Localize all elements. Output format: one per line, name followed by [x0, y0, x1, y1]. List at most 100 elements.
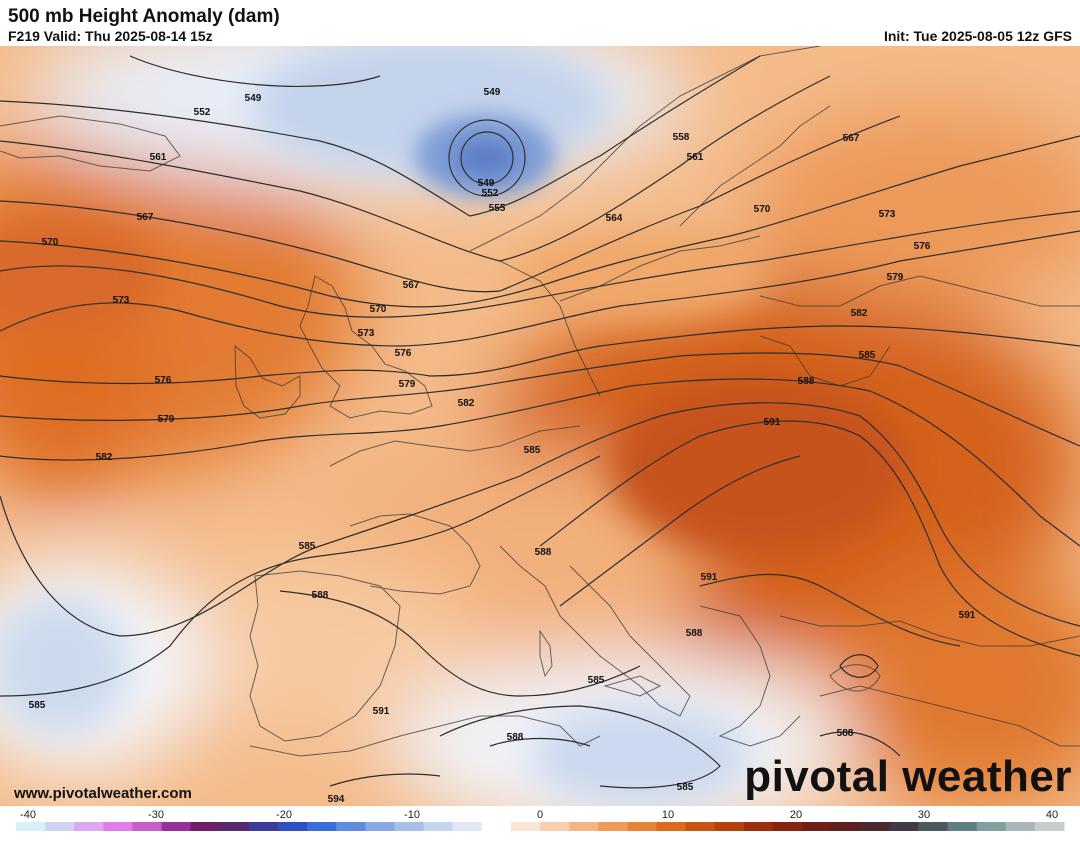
colorbar-swatch: [45, 822, 75, 831]
colorbar-swatch: [598, 822, 628, 831]
contour-label: 591: [701, 572, 718, 583]
colorbar-tick-label: 0: [537, 809, 543, 821]
colorbar-swatch: [976, 822, 1007, 831]
contour-label: 573: [358, 328, 375, 339]
colorbar-swatch: [802, 822, 832, 831]
contour-label: 576: [395, 348, 412, 359]
contour-label: 588: [312, 590, 329, 601]
contour-label: 588: [686, 628, 703, 639]
contour-label: 579: [399, 379, 416, 390]
colorbar-swatch: [481, 822, 512, 831]
contour-label: 552: [194, 107, 211, 118]
contour-label: 567: [403, 280, 420, 291]
colorbar-swatch: [132, 822, 163, 831]
colorbar-swatch: [918, 822, 949, 831]
colorbar-swatch: [772, 822, 803, 831]
colorbar-tick-label: -10: [404, 809, 420, 821]
colorbar-swatches: [16, 822, 1065, 831]
init-time-label: Init: Tue 2025-08-05 12z GFS: [883, 28, 1072, 44]
colorbar-swatch: [743, 822, 774, 831]
contour-label: 573: [879, 209, 896, 220]
contour-label: 567: [137, 212, 154, 223]
colorbar-swatch: [394, 822, 425, 831]
coastlines: [0, 46, 1080, 757]
contour-label: 558: [673, 132, 690, 143]
contour-label: 579: [887, 272, 904, 283]
contour-label: 561: [687, 152, 704, 163]
colorbar-swatch: [569, 822, 599, 831]
colorbar-swatch: [714, 822, 745, 831]
contour-label: 591: [373, 706, 390, 717]
colorbar-swatch: [278, 822, 308, 831]
colorbar-tick-labels: -40 -30 -20 -10 0 10 20 30 40: [20, 809, 1058, 821]
contour-label: 582: [458, 398, 475, 409]
colorbar-swatch: [540, 822, 570, 831]
contour-label: 585: [859, 350, 876, 361]
contour-label: 585: [29, 700, 46, 711]
height-contours: [0, 55, 1080, 789]
colorbar-swatch: [423, 822, 454, 831]
colorbar-swatch: [219, 822, 250, 831]
contour-label: 573: [113, 295, 130, 306]
contour-label: 582: [96, 452, 113, 463]
contour-label: 579: [158, 414, 175, 425]
colorbar-swatch: [947, 822, 978, 831]
colorbar-tick-label: -40: [20, 809, 36, 821]
colorbar-tick-label: -30: [148, 809, 164, 821]
colorbar-tick-label: 30: [918, 809, 930, 821]
colorbar-tick-label: 20: [790, 809, 802, 821]
colorbar-swatch: [685, 822, 716, 831]
colorbar-tick-label: -20: [276, 809, 292, 821]
contour-label: 570: [754, 204, 771, 215]
colorbar-swatch: [103, 822, 133, 831]
colorbar-tick-label: 40: [1046, 809, 1058, 821]
contour-label: 588: [535, 547, 552, 558]
colorbar-swatch: [307, 822, 337, 831]
map-title: 500 mb Height Anomaly (dam): [8, 6, 280, 27]
contour-label: 591: [764, 417, 781, 428]
colorbar-swatch: [452, 822, 483, 831]
colorbar: -40 -30 -20 -10 0 10 20 30 40: [16, 809, 1065, 831]
colorbar-swatch: [656, 822, 687, 831]
colorbar-swatch: [889, 822, 919, 831]
contour-label: 570: [42, 237, 59, 248]
colorbar-swatch: [248, 822, 279, 831]
colorbar-swatch: [1034, 822, 1065, 831]
colorbar-swatch: [365, 822, 395, 831]
website-url: www.pivotalweather.com: [14, 785, 192, 802]
contour-label: 576: [155, 375, 172, 386]
contour-label: 576: [914, 241, 931, 252]
contour-labels: 549 549 549 552 552 555 558 561 561 564 …: [29, 87, 976, 805]
anomaly-map: 549 549 549 552 552 555 558 561 561 564 …: [0, 46, 1080, 806]
contour-label: 591: [959, 610, 976, 621]
contour-label: 585: [524, 445, 541, 456]
colorbar-swatch: [831, 822, 861, 831]
contour-label: 588: [507, 732, 524, 743]
contour-label: 588: [798, 376, 815, 387]
colorbar-swatch: [336, 822, 366, 831]
contour-label: 585: [677, 782, 694, 793]
colorbar-swatch: [510, 822, 541, 831]
colorbar-swatch: [74, 822, 104, 831]
colorbar-swatch: [1005, 822, 1036, 831]
brand-logo: pivotal weather: [744, 752, 1072, 801]
contour-label: 588: [837, 728, 854, 739]
valid-time-label: F219 Valid: Thu 2025-08-14 15z: [8, 28, 213, 44]
contour-label: 555: [489, 203, 506, 214]
contour-label: 570: [370, 304, 387, 315]
contour-label: 552: [482, 188, 499, 199]
contour-label: 549: [478, 178, 495, 189]
contour-label: 582: [851, 308, 868, 319]
colorbar-swatch: [161, 822, 192, 831]
colorbar-swatch: [627, 822, 657, 831]
contour-label: 564: [606, 213, 623, 224]
contour-label: 594: [328, 794, 345, 805]
map-header: 500 mb Height Anomaly (dam) F219 Valid: …: [0, 0, 1080, 46]
contour-label: 567: [843, 133, 860, 144]
colorbar-swatch: [16, 822, 46, 831]
contour-label: 549: [484, 87, 501, 98]
contour-label: 585: [588, 675, 605, 686]
contour-label: 561: [150, 152, 167, 163]
colorbar-swatch: [190, 822, 221, 831]
contour-label: 585: [299, 541, 316, 552]
